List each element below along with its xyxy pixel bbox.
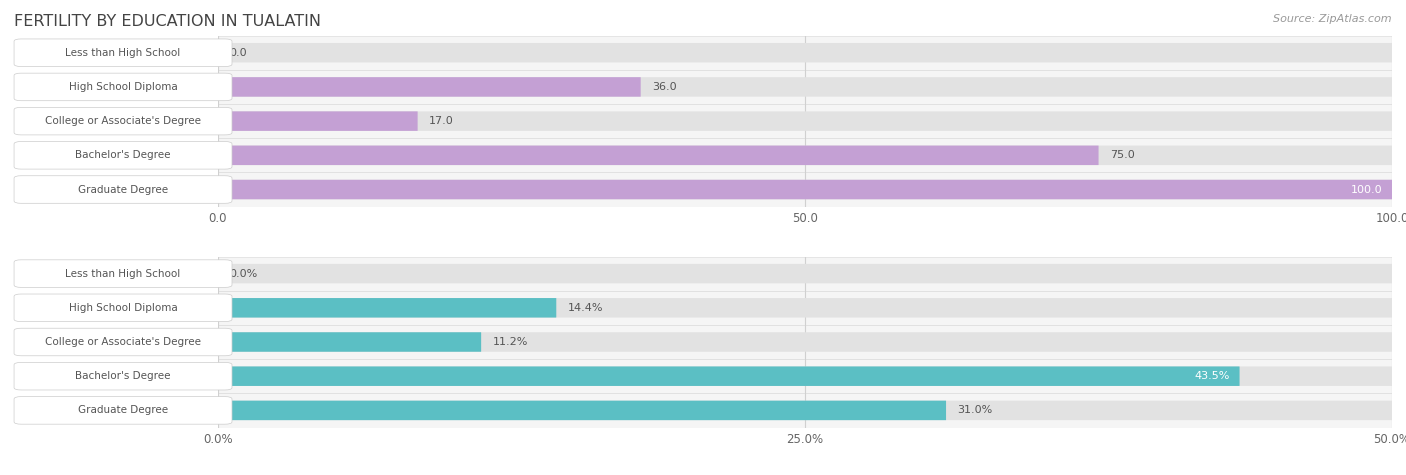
FancyBboxPatch shape — [218, 256, 1392, 291]
FancyBboxPatch shape — [218, 325, 1392, 359]
FancyBboxPatch shape — [218, 77, 641, 97]
FancyBboxPatch shape — [218, 291, 1392, 325]
FancyBboxPatch shape — [218, 77, 1392, 97]
FancyBboxPatch shape — [218, 36, 1392, 70]
FancyBboxPatch shape — [218, 111, 1392, 131]
Text: 31.0%: 31.0% — [957, 405, 993, 416]
FancyBboxPatch shape — [218, 393, 1392, 428]
Text: 36.0: 36.0 — [652, 82, 676, 92]
FancyBboxPatch shape — [218, 138, 1392, 172]
Text: 0.0%: 0.0% — [229, 268, 257, 279]
Text: Source: ZipAtlas.com: Source: ZipAtlas.com — [1274, 14, 1392, 24]
Text: 17.0: 17.0 — [429, 116, 454, 126]
Text: High School Diploma: High School Diploma — [69, 82, 177, 92]
FancyBboxPatch shape — [218, 172, 1392, 207]
Text: Less than High School: Less than High School — [66, 268, 180, 279]
Text: Bachelor's Degree: Bachelor's Degree — [76, 150, 170, 161]
FancyBboxPatch shape — [218, 70, 1392, 104]
FancyBboxPatch shape — [218, 145, 1392, 165]
FancyBboxPatch shape — [218, 43, 1392, 63]
Text: High School Diploma: High School Diploma — [69, 303, 177, 313]
Text: College or Associate's Degree: College or Associate's Degree — [45, 116, 201, 126]
FancyBboxPatch shape — [218, 111, 418, 131]
Text: Less than High School: Less than High School — [66, 48, 180, 58]
FancyBboxPatch shape — [218, 180, 1392, 200]
Text: 100.0: 100.0 — [1351, 184, 1382, 195]
Text: Graduate Degree: Graduate Degree — [77, 405, 169, 416]
Text: 75.0: 75.0 — [1111, 150, 1135, 161]
FancyBboxPatch shape — [218, 366, 1240, 386]
Text: 14.4%: 14.4% — [568, 303, 603, 313]
Text: FERTILITY BY EDUCATION IN TUALATIN: FERTILITY BY EDUCATION IN TUALATIN — [14, 14, 321, 29]
Text: Bachelor's Degree: Bachelor's Degree — [76, 371, 170, 381]
FancyBboxPatch shape — [218, 332, 481, 352]
FancyBboxPatch shape — [218, 298, 1392, 318]
FancyBboxPatch shape — [218, 180, 1392, 200]
FancyBboxPatch shape — [218, 366, 1392, 386]
Text: Graduate Degree: Graduate Degree — [77, 184, 169, 195]
FancyBboxPatch shape — [218, 400, 1392, 420]
FancyBboxPatch shape — [218, 400, 946, 420]
FancyBboxPatch shape — [218, 298, 557, 318]
Text: College or Associate's Degree: College or Associate's Degree — [45, 337, 201, 347]
Text: 0.0: 0.0 — [229, 48, 247, 58]
FancyBboxPatch shape — [218, 359, 1392, 393]
FancyBboxPatch shape — [218, 332, 1392, 352]
Text: 43.5%: 43.5% — [1195, 371, 1230, 381]
Text: 11.2%: 11.2% — [492, 337, 529, 347]
FancyBboxPatch shape — [218, 264, 1392, 284]
FancyBboxPatch shape — [218, 145, 1098, 165]
FancyBboxPatch shape — [218, 104, 1392, 138]
